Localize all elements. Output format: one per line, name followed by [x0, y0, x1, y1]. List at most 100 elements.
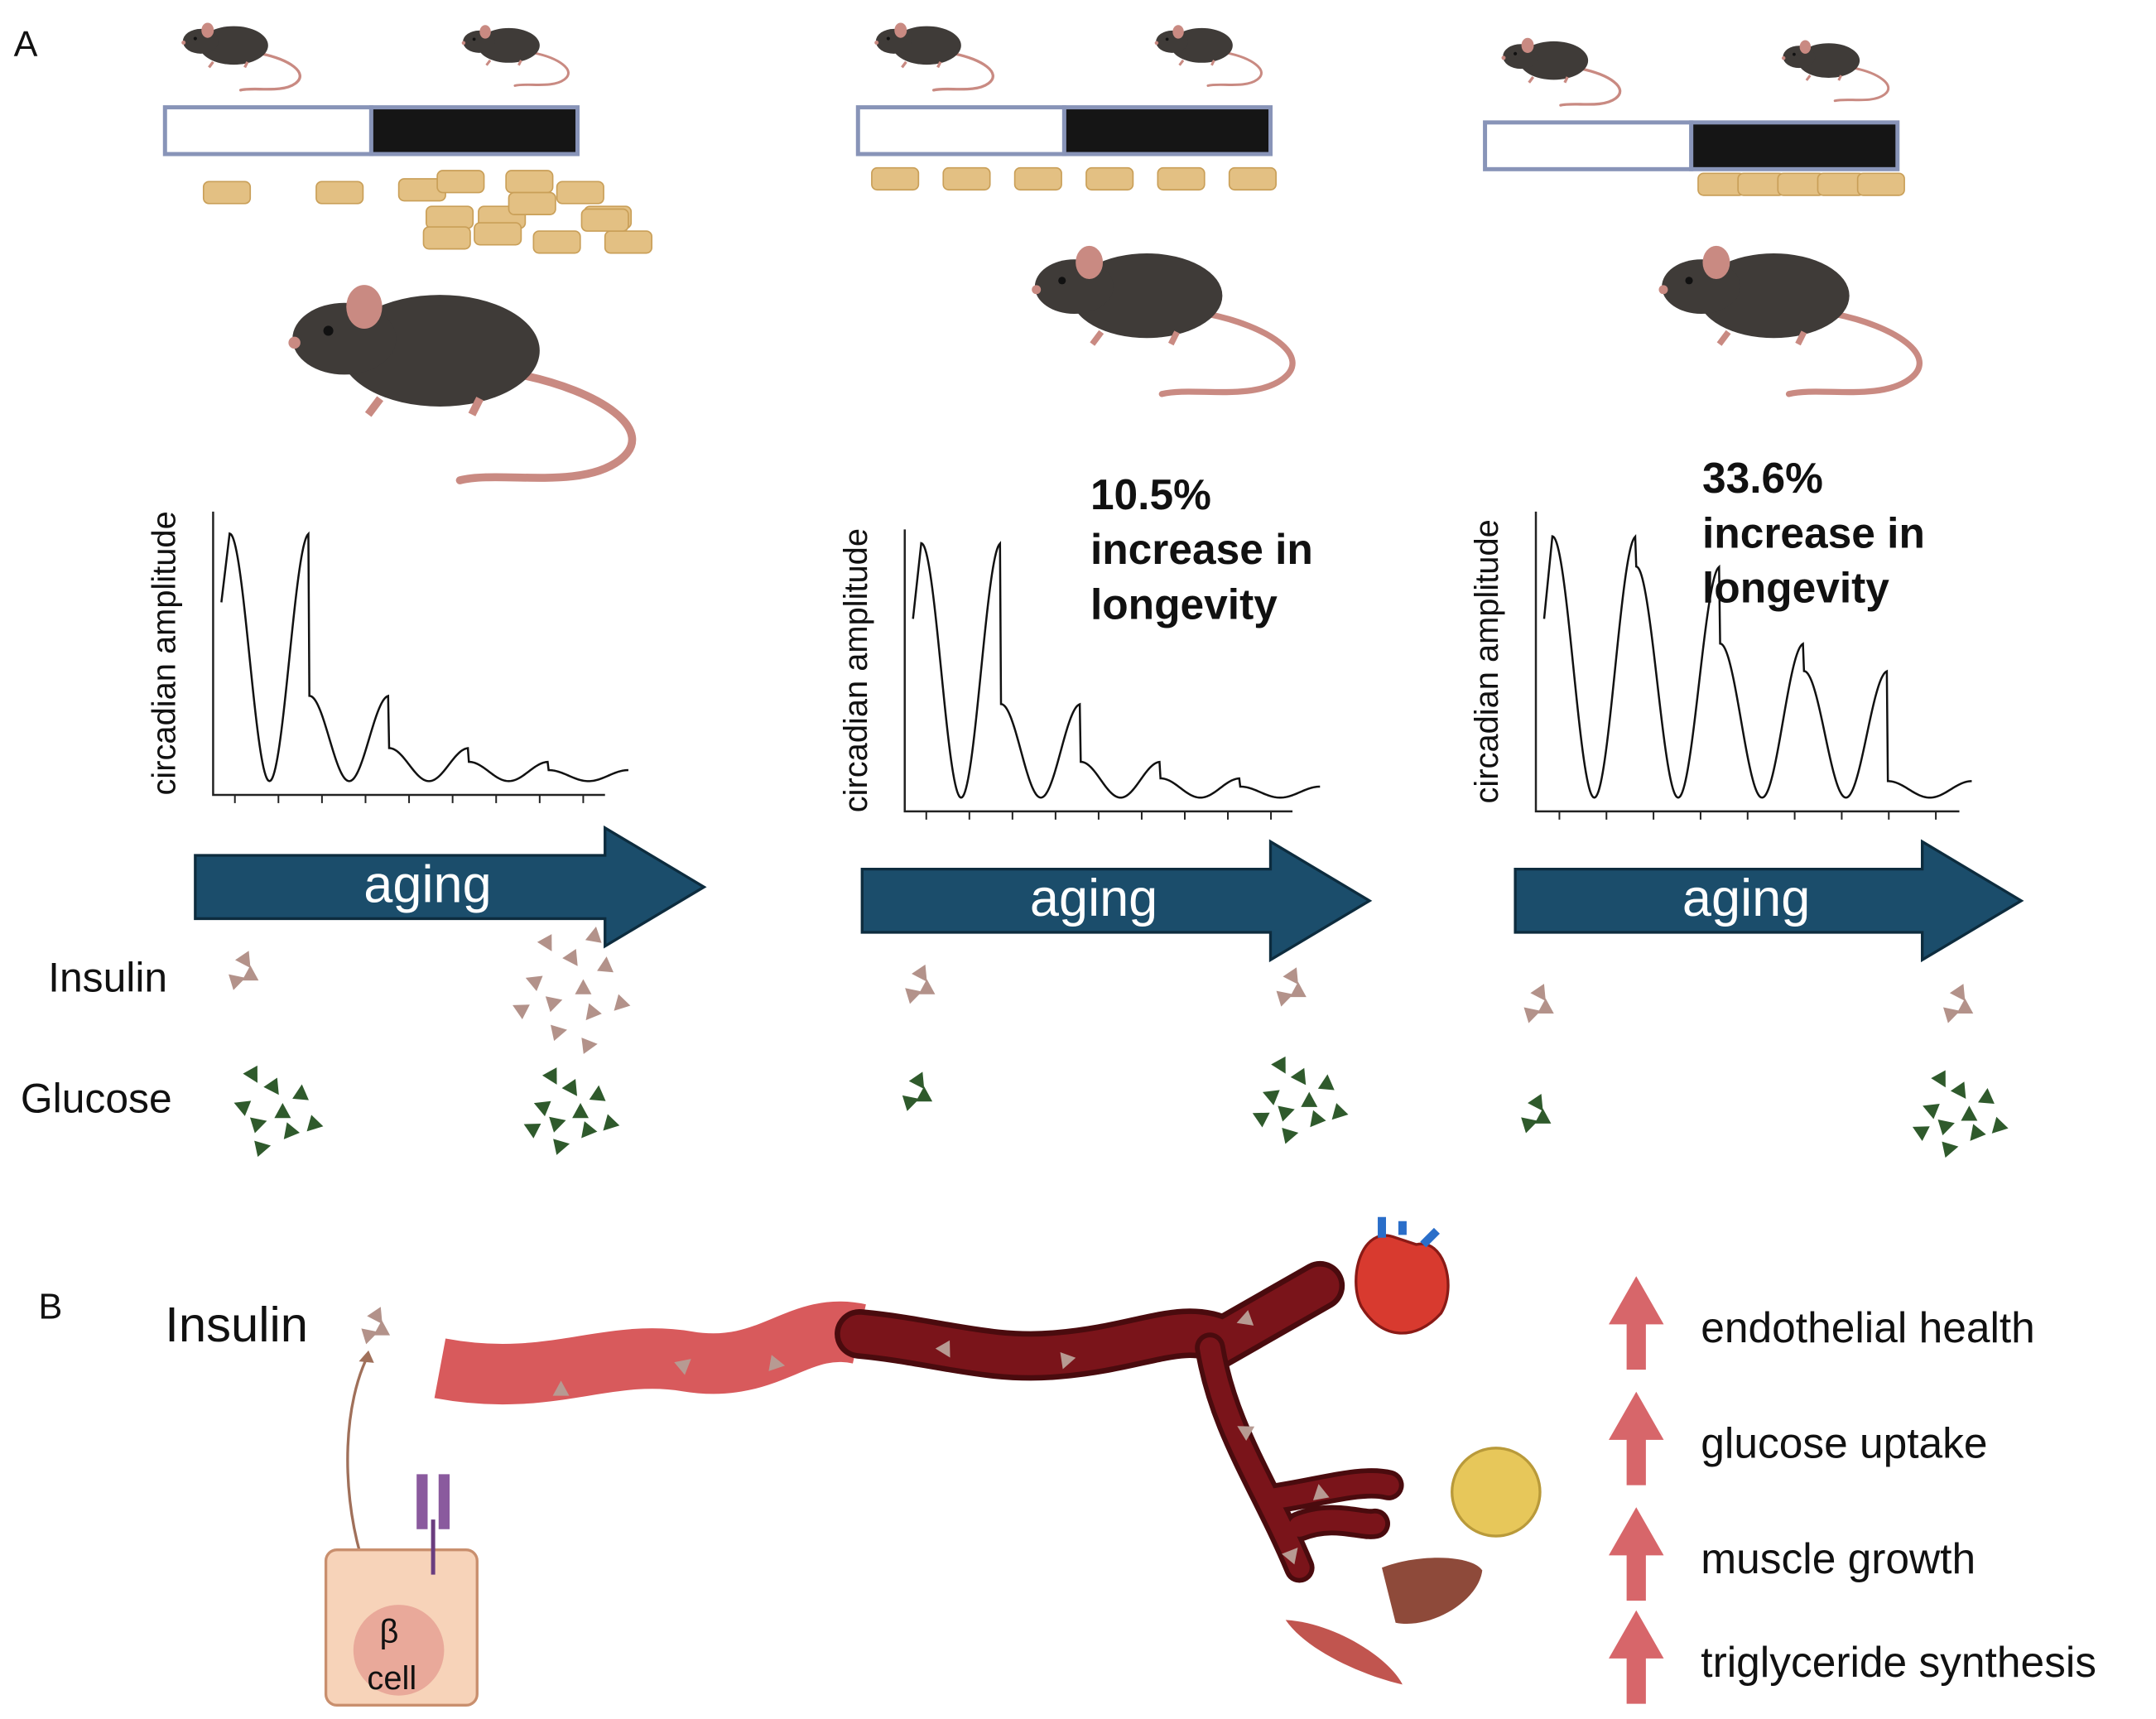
- molecule: [1923, 1104, 1940, 1120]
- effect-label: glucose uptake: [1701, 1419, 1987, 1467]
- molecule: [674, 1359, 691, 1375]
- dark-phase: [1689, 120, 1900, 171]
- insulin-label: Insulin: [165, 1297, 308, 1352]
- molecule: [575, 979, 592, 994]
- molecule: [916, 1086, 933, 1102]
- mouse-icon: [288, 285, 637, 484]
- molecule: [1521, 1117, 1538, 1134]
- eye: [323, 325, 334, 336]
- molecule: [597, 956, 614, 973]
- eye: [886, 36, 890, 41]
- cell-label: β: [380, 1614, 399, 1650]
- molecule: [1263, 1090, 1280, 1105]
- muscle: [1285, 1620, 1403, 1685]
- tail: [238, 52, 301, 92]
- food-pellet: [202, 181, 252, 205]
- molecule: [1271, 1056, 1286, 1074]
- ear: [1799, 40, 1812, 54]
- nose: [1501, 55, 1506, 60]
- molecule: [1991, 1116, 2009, 1134]
- molecule: [254, 1140, 272, 1158]
- nose: [461, 41, 466, 46]
- annotation: 10.5%: [1090, 470, 1211, 518]
- heart-vessels: [1378, 1216, 1440, 1248]
- molecule: [1537, 998, 1554, 1014]
- molecule: [1278, 1105, 1295, 1122]
- food-pellet: [556, 181, 604, 205]
- food-pellet: [1228, 166, 1277, 191]
- annotation: 33.6%: [1702, 454, 1823, 502]
- ear: [894, 22, 907, 38]
- food-pellet: [474, 222, 522, 246]
- panel-label: A: [14, 25, 38, 65]
- up-arrow: [1609, 1391, 1664, 1485]
- row-label: Glucose: [21, 1075, 172, 1121]
- ear: [1702, 245, 1730, 280]
- feet: [1716, 330, 1807, 346]
- molecule: [1534, 1108, 1552, 1124]
- feet: [1178, 59, 1215, 66]
- light-phase: [1483, 120, 1694, 171]
- annotation: longevity: [1702, 564, 1889, 612]
- secretion-arrow: [346, 1354, 370, 1555]
- molecule: [581, 1121, 598, 1139]
- molecule: [545, 996, 563, 1013]
- adipose: [1451, 1447, 1542, 1538]
- molecule: [249, 1117, 267, 1134]
- molecule: [1943, 1007, 1961, 1023]
- molecule: [1276, 990, 1293, 1007]
- molecule: [1282, 1548, 1298, 1565]
- feet: [208, 60, 249, 69]
- molecule: [1978, 1087, 1995, 1105]
- food-pellet: [580, 208, 629, 232]
- dark-phase: [368, 105, 580, 156]
- tail: [513, 51, 570, 87]
- molecule: [1236, 1310, 1254, 1326]
- molecule: [367, 1307, 383, 1324]
- arrow-label: aging: [1030, 869, 1157, 927]
- molecule: [572, 1102, 590, 1119]
- food-pellet: [1856, 172, 1905, 196]
- ear: [346, 285, 383, 330]
- molecule: [905, 988, 922, 1004]
- molecule: [1956, 998, 1974, 1014]
- molecule: [1282, 1128, 1299, 1144]
- vessel-branch: [1199, 1337, 1399, 1578]
- molecule: [306, 1115, 324, 1132]
- molecule: [603, 1114, 620, 1131]
- tail: [1206, 51, 1263, 87]
- tail: [1559, 67, 1622, 107]
- up-arrow: [1609, 1507, 1664, 1601]
- molecule: [553, 1139, 570, 1155]
- eye: [472, 37, 476, 41]
- liver: [1382, 1558, 1483, 1624]
- feet: [1090, 330, 1180, 346]
- receptor: [416, 1474, 450, 1529]
- tail: [931, 52, 994, 92]
- molecule: [1289, 981, 1307, 998]
- molecule: [562, 949, 578, 966]
- molecule: [585, 927, 602, 943]
- molecule: [1283, 967, 1298, 985]
- molecule: [585, 1003, 602, 1021]
- heart: [1355, 1234, 1450, 1335]
- dark-phase: [1061, 105, 1273, 156]
- food-pellet: [425, 205, 474, 229]
- molecule: [263, 1077, 279, 1095]
- annotation: increase in: [1702, 508, 1925, 556]
- food-pellet: [315, 181, 364, 205]
- food-pellet: [1157, 166, 1206, 191]
- amplitude-curve: [1542, 534, 1972, 799]
- molecule: [513, 1004, 530, 1019]
- molecule: [242, 965, 259, 981]
- molecule: [1912, 1126, 1930, 1142]
- y-axis-label: circadian amplitude: [1469, 519, 1505, 803]
- food-pellet: [505, 170, 554, 194]
- mouse-icon: [181, 22, 301, 92]
- mouse-icon: [1781, 40, 1890, 103]
- molecule: [1310, 1110, 1326, 1128]
- food-pellet: [1085, 166, 1134, 191]
- molecule: [243, 1065, 258, 1083]
- mouse-icon: [1032, 245, 1296, 397]
- food-pellet: [942, 166, 991, 191]
